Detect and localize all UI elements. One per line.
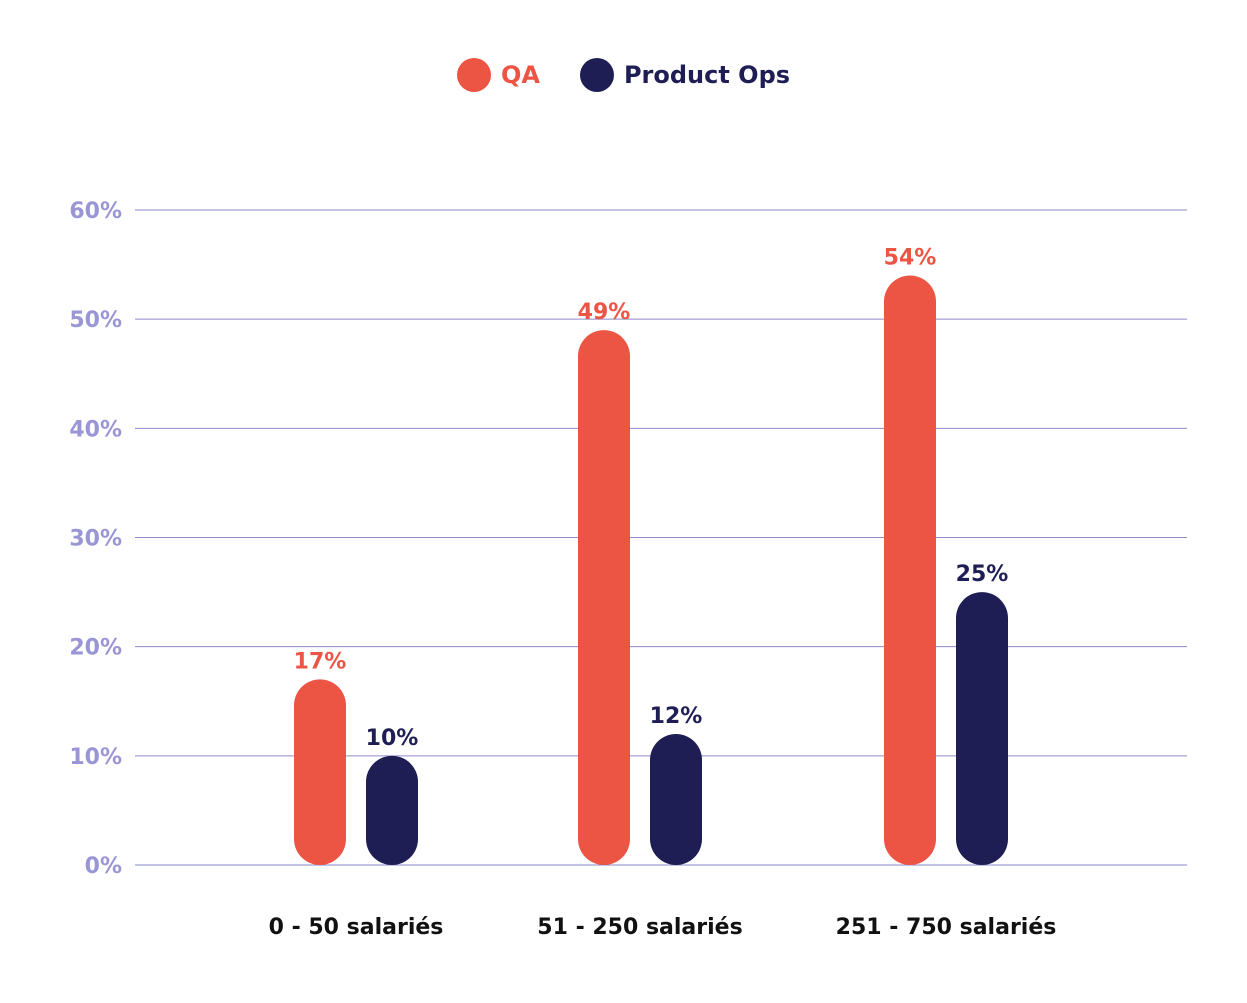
- legend: QA Product Ops: [0, 58, 1247, 92]
- bar-qa: [884, 275, 936, 865]
- data-label: 25%: [956, 562, 1009, 587]
- y-tick-label: 40%: [69, 417, 122, 442]
- y-tick-label: 50%: [69, 308, 122, 333]
- legend-item-qa: QA: [456, 58, 540, 92]
- y-tick-label: 10%: [69, 745, 122, 770]
- legend-label-qa: QA: [500, 61, 540, 89]
- y-tick-label: 60%: [69, 199, 122, 224]
- y-tick-label: 0%: [85, 854, 122, 879]
- bar-product-ops: [956, 592, 1008, 865]
- legend-item-product-ops: Product Ops: [579, 58, 791, 92]
- bar-product-ops: [366, 755, 418, 865]
- data-label: 49%: [578, 300, 631, 325]
- data-label: 10%: [366, 726, 419, 751]
- data-label: 12%: [650, 704, 703, 729]
- legend-swatch-qa: [456, 58, 491, 92]
- bar-qa: [294, 679, 346, 865]
- legend-swatch-product-ops: [579, 58, 614, 92]
- x-tick-label: 0 - 50 salariés: [269, 915, 444, 940]
- legend-label-product-ops: Product Ops: [623, 61, 791, 89]
- data-label: 17%: [294, 649, 347, 674]
- bar-qa: [578, 330, 630, 865]
- y-tick-label: 20%: [69, 636, 122, 661]
- data-label: 54%: [884, 246, 937, 271]
- bar-product-ops: [650, 734, 702, 865]
- y-tick-label: 30%: [69, 527, 122, 552]
- x-tick-label: 251 - 750 salariés: [836, 915, 1057, 940]
- x-tick-label: 51 - 250 salariés: [537, 915, 742, 940]
